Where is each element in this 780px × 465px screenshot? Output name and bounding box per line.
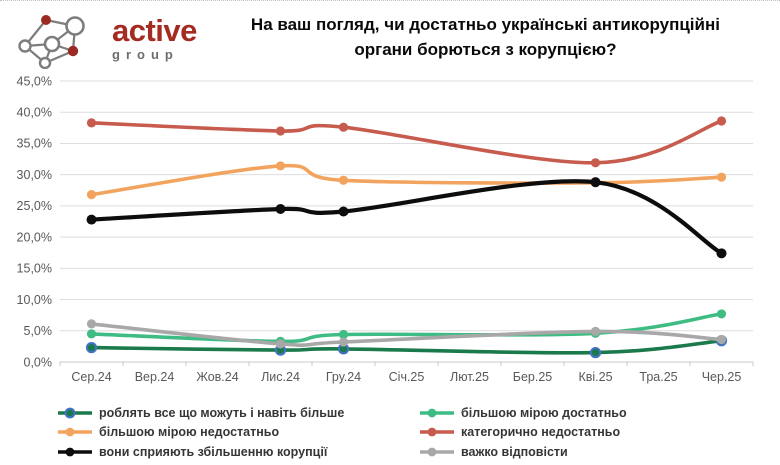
data-point-series-4 [590,177,601,188]
data-point-series-3 [338,122,349,132]
data-point-series-1 [86,329,97,339]
legend-marker-icon [420,408,454,418]
x-tick-label: Кві.25 [578,370,612,384]
series-line-3 [89,119,724,165]
data-point-series-3 [716,116,727,126]
x-tick-label: Чер.25 [702,370,742,384]
chart-title-line-2: органи борються з корупцією? [354,40,617,59]
y-tick-label: 10,0% [17,293,52,307]
data-point-series-2 [275,161,286,171]
x-tick-label: Сер.24 [71,370,111,384]
logo-network-icon [18,15,85,69]
x-tick-label: Тра.25 [639,370,677,384]
y-tick-label: 40,0% [17,106,52,120]
data-point-series-3 [86,118,97,128]
legend-label: більшою мірою достатньо [461,405,627,420]
logo-brand-name: active [112,13,197,48]
legend-marker-icon [58,407,92,419]
legend-marker-icon [58,447,92,457]
legend-marker-icon [420,427,454,437]
data-point-series-5 [86,319,97,329]
x-tick-label: Вер.24 [135,370,175,384]
legend-label: вони сприяють збільшенню корупції [99,444,328,459]
legend-item-series-5: важко відповісти [418,442,768,462]
chart-title-line-1: На ваш погляд, чи достатньо українські а… [250,15,720,35]
legend-item-series-4: вони сприяють збільшенню корупції [56,442,416,462]
chart-legend: роблять все що можуть і навіть більше біл… [56,403,768,462]
y-tick-label: 5,0% [24,324,53,338]
logo-wordmark: active group [112,15,197,61]
legend-marker-icon [420,447,454,457]
legend-item-series-1: більшою мірою достатньо [418,403,768,423]
data-point-series-4 [86,214,97,225]
data-point-series-2 [338,175,349,185]
header: active group На ваш погляд, чи достатньо… [0,1,780,71]
x-tick-label: Жов.24 [196,370,238,384]
logo-brand-sub: group [112,47,179,62]
line-chart: 0,0% 5,0% 10,0% 15,0% 20,0% 25,0% 30,0% 35,0% 40… [0,67,780,385]
x-tick-label: Лют.25 [450,370,489,384]
x-tick-label: Січ.25 [389,370,425,384]
chart-title: На ваш погляд, чи достатньо українські а… [197,13,766,62]
legend-label: важко відповісти [461,444,568,459]
legend-label: роблять все що можуть і навіть більше [99,405,345,420]
y-tick-label: 30,0% [17,168,52,182]
y-tick-label: 45,0% [17,74,52,88]
data-point-series-4 [338,206,349,217]
y-tick-label: 20,0% [17,230,52,244]
y-tick-label: 0,0% [24,355,53,369]
data-point-series-1 [716,309,727,319]
series-line-4 [89,179,724,256]
active-group-logo: active group [12,7,197,69]
legend-label: більшою мірою недостатньо [99,425,280,440]
data-point-series-3 [590,158,601,168]
data-point-series-2 [86,190,97,200]
data-point-series-5 [716,334,727,345]
chart-canvas: 0,0% 5,0% 10,0% 15,0% 20,0% 25,0% 30,0% 35,0% 40… [17,74,754,384]
data-point-series-4 [716,248,727,259]
x-tick-label: Лис.24 [261,370,300,384]
data-point-series-1 [338,329,349,340]
data-point-series-0 [85,342,98,354]
x-tick-label: Гру.24 [326,370,361,384]
series-line-0 [89,339,724,355]
legend-label: категорично недостатньо [461,425,621,440]
data-point-series-3 [275,126,286,136]
data-point-series-4 [275,204,286,215]
data-point-series-0 [589,347,602,359]
data-point-series-5 [338,337,349,347]
y-tick-label: 15,0% [17,262,52,276]
legend-item-series-0: роблять все що можуть і навіть більше [56,403,416,423]
legend-marker-icon [58,427,92,437]
data-point-series-2 [716,172,727,182]
y-tick-label: 25,0% [17,199,52,213]
legend-item-series-3: категорично недостатньо [418,423,768,443]
data-point-series-5 [275,339,286,349]
legend-item-series-2: більшою мірою недостатньо [56,423,416,443]
y-tick-label: 35,0% [17,137,52,151]
data-point-series-5 [590,326,601,337]
x-tick-label: Бер.25 [513,370,553,384]
